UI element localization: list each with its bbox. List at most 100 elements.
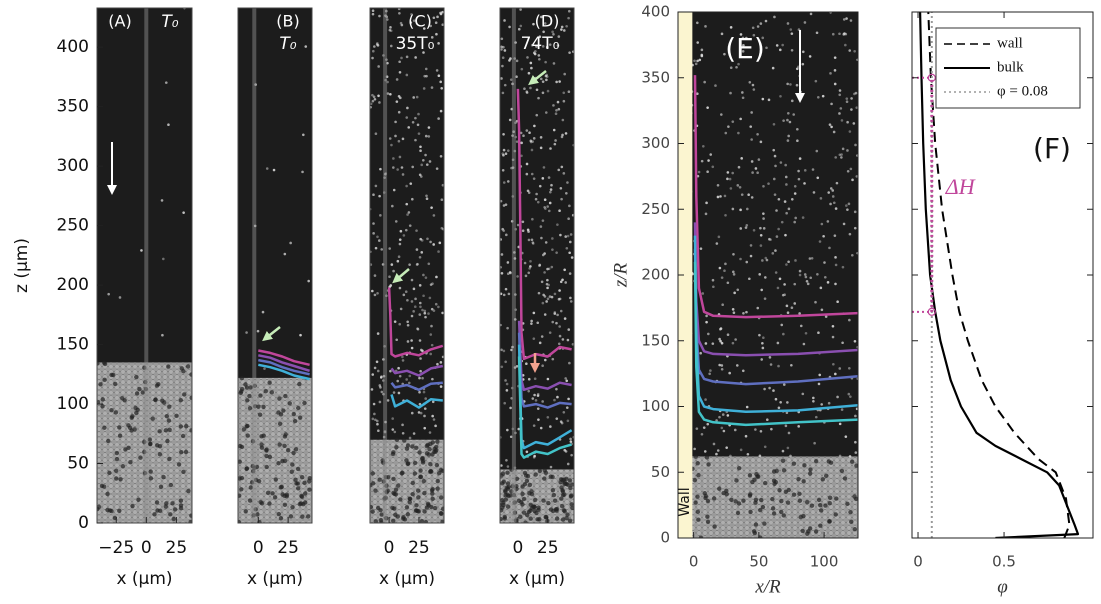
- particle: [238, 390, 243, 396]
- particle: [396, 483, 401, 488]
- particle: [705, 514, 710, 519]
- particle: [434, 462, 440, 468]
- particle: [370, 102, 373, 106]
- particle: [793, 192, 797, 195]
- particle: [541, 219, 545, 222]
- particle: [521, 220, 525, 224]
- particle: [267, 501, 272, 506]
- particle: [436, 362, 439, 366]
- particle: [401, 137, 405, 141]
- particle: [424, 153, 427, 157]
- particle: [394, 437, 400, 442]
- particle: [771, 469, 777, 474]
- particle: [819, 197, 823, 200]
- particle: [786, 487, 791, 493]
- particle: [148, 469, 153, 474]
- particle: [548, 295, 552, 298]
- particle: [759, 497, 764, 503]
- particle: [774, 397, 778, 401]
- particle: [414, 297, 417, 301]
- particle: [372, 193, 375, 197]
- particle: [568, 251, 571, 255]
- particle: [829, 187, 833, 190]
- particle: [834, 282, 837, 286]
- particle: [245, 433, 250, 438]
- particle: [704, 455, 710, 460]
- particle: [762, 184, 765, 188]
- packed-particles: [678, 456, 858, 538]
- particle: [832, 201, 836, 205]
- particle: [545, 46, 549, 49]
- particle: [529, 61, 533, 65]
- particle: [820, 403, 823, 406]
- particle: [525, 362, 528, 365]
- particle: [515, 140, 519, 143]
- particle: [759, 226, 762, 230]
- particle: [785, 211, 788, 215]
- particle: [157, 429, 162, 434]
- particle: [792, 113, 796, 116]
- particle: [167, 123, 170, 127]
- particle: [540, 236, 543, 240]
- arrow: [262, 326, 281, 342]
- particle: [504, 287, 508, 291]
- particle: [530, 322, 533, 325]
- particle: [168, 512, 173, 517]
- particle: [820, 222, 824, 226]
- particle: [118, 296, 122, 299]
- particle: [102, 377, 107, 383]
- particle: [421, 349, 424, 353]
- particle: [283, 393, 288, 399]
- particle: [293, 447, 299, 452]
- particle: [762, 336, 765, 339]
- particle: [720, 113, 723, 116]
- particle: [725, 446, 728, 449]
- particle: [855, 407, 858, 411]
- particle: [849, 19, 853, 22]
- particle: [424, 315, 427, 319]
- particle: [831, 32, 835, 36]
- particle: [393, 430, 397, 434]
- particle: [304, 45, 308, 48]
- particle: [502, 132, 505, 136]
- particle: [546, 89, 550, 93]
- particle: [790, 99, 794, 103]
- particle: [533, 393, 536, 397]
- particle: [439, 12, 443, 16]
- particle: [516, 223, 520, 227]
- particle: [396, 259, 400, 263]
- particle: [422, 158, 425, 162]
- particle: [823, 473, 829, 479]
- particle: [536, 507, 541, 512]
- particle: [435, 167, 439, 170]
- particle: [818, 523, 823, 528]
- panel-label: (B): [276, 12, 299, 31]
- particle: [721, 303, 724, 307]
- particle: [400, 166, 404, 169]
- particle: [441, 355, 444, 359]
- particle: [741, 498, 746, 503]
- particle: [270, 491, 275, 496]
- particle: [718, 415, 721, 419]
- particle: [559, 233, 562, 237]
- particle: [178, 498, 184, 503]
- particle: [134, 391, 140, 396]
- particle: [531, 217, 534, 221]
- particle: [847, 392, 851, 396]
- particle: [427, 262, 431, 266]
- particle: [549, 425, 552, 428]
- particle: [846, 149, 849, 152]
- particle: [783, 283, 786, 286]
- particle: [371, 373, 375, 376]
- particle: [397, 391, 401, 395]
- particle: [712, 524, 717, 529]
- particle: [823, 275, 827, 279]
- particle: [546, 377, 550, 381]
- particle: [180, 433, 186, 439]
- particle: [412, 432, 416, 435]
- x-tick-label: 25: [277, 538, 299, 558]
- particle: [402, 234, 406, 237]
- particle: [407, 126, 411, 129]
- particle: [522, 482, 528, 487]
- particle: [793, 282, 797, 286]
